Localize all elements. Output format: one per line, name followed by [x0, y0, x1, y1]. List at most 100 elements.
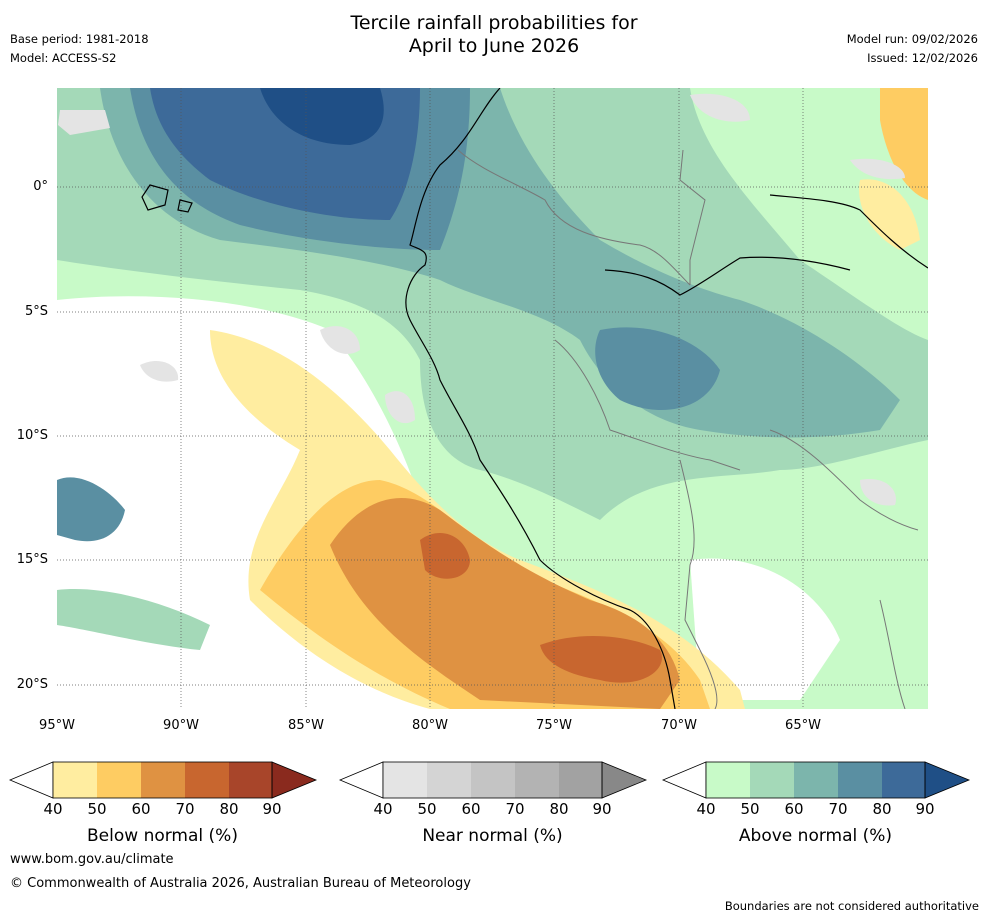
cb-near-tick-70: 70 — [505, 800, 525, 818]
cb-below-tick-70: 70 — [175, 800, 195, 818]
cb-below-tick-60: 60 — [131, 800, 151, 818]
cb-near-80-90 — [559, 762, 602, 798]
cb-below-title: Below normal (%) — [87, 826, 238, 846]
model-name: Model: ACCESS-S2 — [10, 51, 117, 65]
cb-near-50-60 — [427, 762, 471, 798]
colorbar-near — [338, 761, 648, 799]
x-label-65w: 65°W — [785, 718, 821, 733]
cb-near-tick-50: 50 — [417, 800, 437, 818]
x-label-75w: 75°W — [536, 718, 572, 733]
cb-near-extend-low — [338, 761, 384, 799]
amazon-river — [604, 256, 851, 296]
cb-below-40-50 — [53, 762, 97, 798]
x-label-95w: 95°W — [39, 718, 75, 733]
cb-above-frame — [705, 761, 926, 799]
galapagos-island-1 — [141, 184, 169, 211]
cb-below-tick-50: 50 — [87, 800, 107, 818]
near-patch-6 — [860, 479, 896, 506]
cb-above-50-60 — [750, 762, 794, 798]
cb-near-extend-high — [601, 761, 648, 799]
cb-above-tick-90: 90 — [915, 800, 935, 818]
below-ne-corner — [880, 88, 928, 200]
colorbar-below — [8, 761, 318, 799]
cb-above-40-50 — [706, 762, 750, 798]
coast-amazon-north — [769, 194, 928, 269]
above-90-core — [260, 88, 384, 145]
cb-above-title: Above normal (%) — [738, 826, 893, 846]
cb-below-extend-low — [8, 761, 54, 799]
x-label-80w: 80°W — [412, 718, 448, 733]
map-field — [57, 88, 928, 709]
cb-near-40-50 — [383, 762, 427, 798]
border-peru-bolivia — [679, 459, 701, 651]
near-patch-7 — [385, 391, 415, 424]
issued-date: Issued: 12/02/2026 — [867, 51, 978, 65]
colorbar-above — [661, 761, 971, 799]
cb-below-60-70 — [141, 762, 185, 798]
below-70-core-north — [420, 532, 470, 579]
near-patch-2 — [690, 93, 750, 122]
cb-above-extend-high — [924, 761, 971, 799]
bom-url-link[interactable]: www.bom.gov.au/climate — [10, 852, 174, 867]
cb-below-tick-90: 90 — [262, 800, 282, 818]
cb-above-extend-low — [661, 761, 707, 799]
cb-above-tick-50: 50 — [740, 800, 760, 818]
y-label-20s: 20°S — [16, 677, 48, 692]
meta-right: Model run: 09/02/2026 Issued: 12/02/2026 — [847, 30, 978, 68]
base-period: Base period: 1981-2018 — [10, 32, 149, 46]
cb-above-80-90 — [882, 762, 925, 798]
x-label-90w: 90°W — [163, 718, 199, 733]
y-label-5s: 5°S — [24, 304, 48, 319]
border-bolivia-paraguay — [879, 599, 906, 709]
cb-near-title: Near normal (%) — [422, 826, 563, 846]
title-line-1: Tercile rainfall probabilities for — [350, 12, 638, 34]
border-bolivia-brazil — [769, 429, 919, 531]
cb-near-60-70 — [471, 762, 515, 798]
above-sw-patch — [57, 589, 210, 650]
cb-near-70-80 — [515, 762, 559, 798]
white-patch-east — [690, 558, 840, 700]
coastline — [141, 88, 928, 709]
above-amazon-patch — [595, 327, 720, 410]
coast-west — [405, 88, 676, 709]
cb-above-60-70 — [794, 762, 838, 798]
model-run: Model run: 09/02/2026 — [846, 32, 978, 46]
copyright-text: © Commonwealth of Australia 2026, Austra… — [10, 876, 471, 891]
cb-below-extend-high — [271, 761, 318, 799]
country-borders — [457, 149, 919, 709]
below-70-core-south — [540, 635, 662, 683]
above-west-patch — [57, 477, 125, 542]
cb-below-tick-40: 40 — [43, 800, 63, 818]
cb-above-tick-70: 70 — [828, 800, 848, 818]
meta-left: Base period: 1981-2018 Model: ACCESS-S2 — [10, 30, 149, 68]
near-patch-4 — [140, 360, 179, 382]
cb-below-70-80 — [185, 762, 229, 798]
x-label-85w: 85°W — [288, 718, 324, 733]
cb-near-tick-90: 90 — [592, 800, 612, 818]
galapagos-island-2 — [177, 199, 193, 213]
y-label-0: 0° — [33, 179, 48, 194]
cb-below-50-60 — [97, 762, 141, 798]
boundaries-note: Boundaries are not considered authoritat… — [724, 899, 979, 913]
cb-above-70-80 — [838, 762, 882, 798]
title-line-2: April to June 2026 — [408, 35, 580, 57]
cb-near-frame — [382, 761, 603, 799]
cb-above-tick-40: 40 — [696, 800, 716, 818]
cb-below-80-90 — [229, 762, 272, 798]
cb-above-tick-80: 80 — [872, 800, 892, 818]
cb-near-tick-40: 40 — [373, 800, 393, 818]
near-patch-5 — [850, 158, 905, 180]
cb-near-tick-60: 60 — [461, 800, 481, 818]
cb-near-tick-80: 80 — [549, 800, 569, 818]
map-title: Tercile rainfall probabilities for April… — [0, 12, 988, 58]
x-label-70w: 70°W — [661, 718, 697, 733]
cb-below-tick-80: 80 — [219, 800, 239, 818]
cb-below-frame — [52, 761, 273, 799]
y-label-15s: 15°S — [16, 552, 48, 567]
below-ne-patch — [859, 179, 920, 250]
y-label-10s: 10°S — [16, 428, 48, 443]
cb-above-tick-60: 60 — [784, 800, 804, 818]
border-peru-brazil — [554, 339, 741, 471]
border-chile-bolivia — [699, 649, 718, 709]
border-ecuador-peru — [457, 149, 691, 286]
